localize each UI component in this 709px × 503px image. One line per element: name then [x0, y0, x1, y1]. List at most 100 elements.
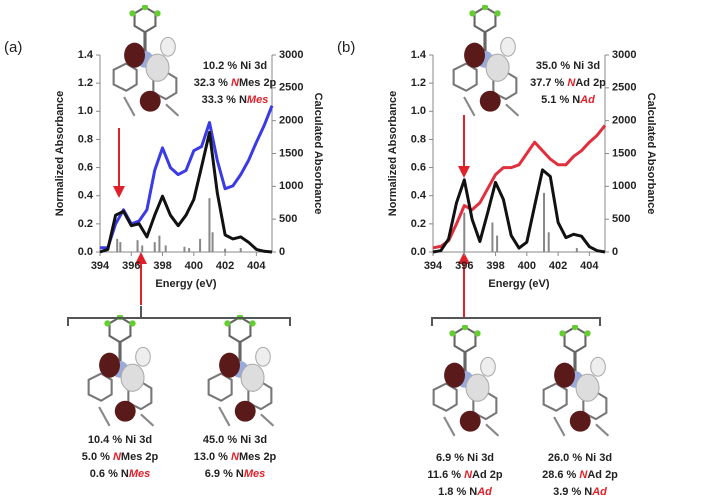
- y2-tick-label: 2500: [279, 82, 303, 94]
- text-segment: Ad: [579, 94, 595, 106]
- x-axis-title: Energy (eV): [155, 278, 216, 290]
- x-tick-label: 398: [486, 260, 504, 272]
- text-segment: N: [567, 77, 576, 89]
- y2-tick-label: 1000: [612, 180, 636, 192]
- text-segment: Mes 2p: [239, 451, 277, 463]
- text-segment: 13.0 %: [194, 451, 231, 463]
- orbital-annotation: 6.9 % Ni 3d: [436, 452, 494, 464]
- text-segment: Mes: [247, 94, 268, 106]
- orbital-annotation: 5.0 % NMes 2p: [82, 451, 159, 463]
- stick: [164, 245, 167, 252]
- stick: [199, 238, 202, 252]
- text-segment: Ad 2p: [587, 469, 618, 481]
- text-segment: 0.6 % N: [90, 468, 129, 480]
- stick: [153, 242, 156, 252]
- y-tick-label: 0.8: [78, 133, 93, 145]
- y-tick-label: 0.6: [411, 161, 426, 173]
- y-tick-label: 0.8: [411, 133, 426, 145]
- text-segment: Ad 2p: [575, 77, 606, 89]
- panel-label: (b): [337, 39, 355, 56]
- x-tick-label: 400: [518, 260, 536, 272]
- x-tick-label: 400: [185, 260, 203, 272]
- x-tick-label: 402: [549, 260, 567, 272]
- y2-axis-title: Calculated Absorbance: [312, 93, 324, 215]
- y2-tick-label: 3000: [279, 49, 303, 61]
- text-segment: 28.6 %: [542, 469, 579, 481]
- y2-tick-label: 500: [612, 213, 630, 225]
- y2-axis-title: Calculated Absorbance: [645, 93, 657, 215]
- y-tick-label: 0.0: [78, 246, 93, 258]
- stick: [496, 235, 499, 252]
- arrows: [113, 115, 470, 318]
- text-segment: Ad: [476, 486, 492, 498]
- text-segment: 5.1 % N: [541, 94, 580, 106]
- brackets: [67, 306, 601, 326]
- y-tick-label: 0.2: [411, 218, 426, 230]
- stick: [141, 245, 144, 252]
- stick: [463, 212, 466, 252]
- y2-tick-label: 0: [612, 246, 618, 258]
- y-axis-title: Normalized Absorbance: [387, 91, 399, 217]
- text-segment: Ad: [591, 486, 607, 498]
- y-tick-label: 1.0: [78, 105, 93, 117]
- text-segment: N: [579, 469, 588, 481]
- y2-tick-label: 2500: [612, 82, 636, 94]
- series-line: [432, 168, 606, 254]
- orbital-annotation: 26.0 % Ni 3d: [548, 452, 612, 464]
- text-segment: 11.6 %: [427, 469, 464, 481]
- y2-tick-label: 0: [279, 246, 285, 258]
- annotation: 10.2 % Ni 3d: [203, 60, 267, 72]
- text-segment: Mes 2p: [239, 77, 277, 89]
- orbital-annotation: 0.6 % NMes: [90, 468, 151, 480]
- stick: [188, 248, 191, 252]
- stick: [116, 238, 119, 252]
- text-segment: 37.7 %: [530, 77, 567, 89]
- text-segment: Mes: [129, 468, 150, 480]
- y2-tick-label: 1500: [279, 147, 303, 159]
- orbital-annotation: 13.0 % NMes 2p: [194, 451, 277, 463]
- stick: [183, 246, 186, 252]
- text-segment: 33.3 % N: [202, 94, 247, 106]
- stick: [543, 192, 546, 252]
- text-segment: 5.0 %: [82, 451, 113, 463]
- x-tick-label: 394: [424, 260, 443, 272]
- y2-tick-label: 1500: [612, 147, 636, 159]
- text-segment: N: [113, 451, 122, 463]
- x-tick-label: 396: [455, 260, 473, 272]
- y2-tick-label: 2000: [612, 115, 636, 127]
- annotation: 32.3 % NMes 2p: [194, 77, 277, 89]
- text-segment: Ad 2p: [472, 469, 503, 481]
- text-segment: 26.0 % Ni 3d: [548, 452, 612, 464]
- stick: [491, 222, 494, 252]
- stick: [224, 248, 227, 252]
- y-axis-title: Normalized Absorbance: [54, 91, 66, 217]
- text-segment: 3.9 % N: [553, 486, 592, 498]
- x-tick-label: 396: [122, 260, 140, 272]
- y-tick-label: 0.2: [78, 218, 93, 230]
- text-segment: 6.9 % N: [205, 468, 244, 480]
- stick: [119, 242, 122, 252]
- x-tick-label: 402: [216, 260, 234, 272]
- stick: [158, 235, 161, 252]
- stick: [575, 248, 578, 252]
- stick: [239, 248, 242, 252]
- y-tick-label: 1.2: [78, 77, 93, 89]
- text-segment: 6.9 % Ni 3d: [436, 452, 494, 464]
- text-segment: N: [464, 469, 473, 481]
- series-line: [99, 131, 273, 254]
- y-tick-label: 1.2: [411, 77, 426, 89]
- stick: [547, 232, 550, 252]
- x-tick-label: 404: [247, 260, 266, 272]
- series-line: [432, 124, 607, 250]
- y-tick-label: 0.6: [78, 161, 93, 173]
- annotation: 37.7 % NAd 2p: [530, 77, 606, 89]
- stick: [211, 232, 214, 252]
- orbital-annotation: 3.9 % NAd: [553, 486, 607, 498]
- text-segment: N: [231, 77, 240, 89]
- y-tick-label: 1.4: [78, 49, 94, 61]
- series-line: [100, 105, 274, 250]
- text-segment: 1.8 % N: [438, 486, 477, 498]
- orbital-annotation: 1.8 % NAd: [438, 486, 492, 498]
- orbital-annotation: 45.0 % Ni 3d: [203, 434, 267, 446]
